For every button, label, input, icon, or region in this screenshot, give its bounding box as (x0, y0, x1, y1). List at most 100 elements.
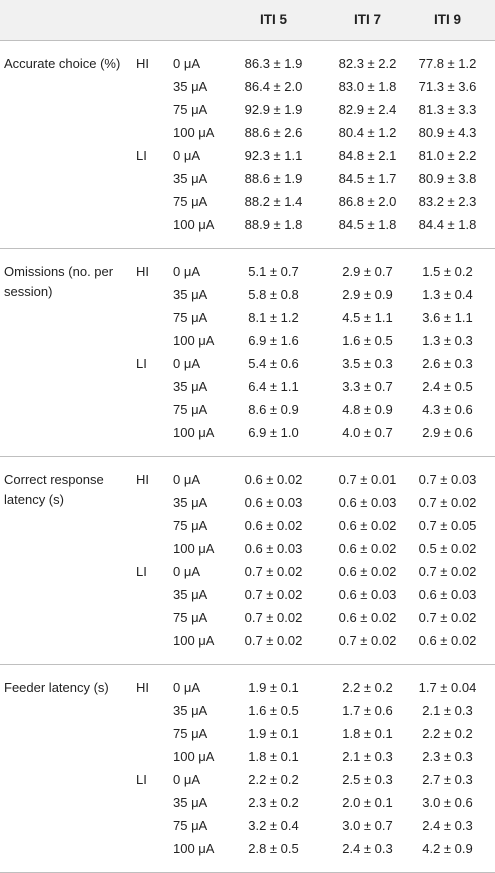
dose-cell: 75 μA (173, 310, 208, 325)
value-cell-iti-9: 80.9 ± 3.8 (418, 171, 477, 186)
group-label: LI (136, 148, 147, 163)
value-cell-iti-5: 88.6 ± 1.9 (244, 171, 303, 186)
dose-cell: 75 μA (173, 818, 208, 833)
value-cell-iti-7: 2.5 ± 0.3 (342, 772, 393, 787)
value-cell-iti-7: 4.8 ± 0.9 (342, 402, 393, 417)
value-cell-iti-7: 0.6 ± 0.02 (338, 610, 397, 625)
measure-label: Accurate choice (%) (4, 56, 121, 71)
table-row: 0 μA 2.2 ± 0.2 2.5 ± 0.3 2.7 ± 0.3 (0, 768, 495, 791)
dose-cell: 35 μA (173, 79, 208, 94)
value-cell-iti-9: 71.3 ± 3.6 (418, 79, 477, 94)
value-cell-iti-7: 0.6 ± 0.02 (338, 518, 397, 533)
value-cell-iti-5: 6.9 ± 1.6 (248, 333, 299, 348)
value-cell-iti-5: 5.1 ± 0.7 (248, 264, 299, 279)
value-cell-iti-7: 1.8 ± 0.1 (342, 726, 393, 741)
value-cell-iti-9: 1.5 ± 0.2 (422, 264, 473, 279)
table-row: 0 μA 92.3 ± 1.1 84.8 ± 2.1 81.0 ± 2.2 (0, 144, 495, 167)
value-cell-iti-9: 0.7 ± 0.02 (418, 564, 477, 579)
value-cell-iti-5: 2.3 ± 0.2 (248, 795, 299, 810)
value-cell-iti-9: 0.6 ± 0.02 (418, 633, 477, 648)
dose-cell: 75 μA (173, 402, 208, 417)
table-row: 35 μA 86.4 ± 2.0 83.0 ± 1.8 71.3 ± 3.6 (0, 75, 495, 98)
value-cell-iti-5: 0.7 ± 0.02 (244, 633, 303, 648)
value-cell-iti-5: 1.9 ± 0.1 (248, 726, 299, 741)
group-label: LI (136, 564, 147, 579)
value-cell-iti-5: 86.4 ± 2.0 (244, 79, 303, 94)
table-row: 0 μA 0.7 ± 0.02 0.6 ± 0.02 0.7 ± 0.02 (0, 560, 495, 583)
value-cell-iti-7: 0.6 ± 0.03 (338, 587, 397, 602)
value-cell-iti-9: 2.2 ± 0.2 (422, 726, 473, 741)
dose-cell: 35 μA (173, 587, 208, 602)
value-cell-iti-5: 0.6 ± 0.03 (244, 541, 303, 556)
value-cell-iti-7: 0.7 ± 0.01 (338, 472, 397, 487)
table-row: 75 μA 8.6 ± 0.9 4.8 ± 0.9 4.3 ± 0.6 (0, 398, 495, 421)
value-cell-iti-5: 92.3 ± 1.1 (244, 148, 303, 163)
table-row: 75 μA 0.7 ± 0.02 0.6 ± 0.02 0.7 ± 0.02 (0, 606, 495, 629)
value-cell-iti-5: 6.9 ± 1.0 (248, 425, 299, 440)
dose-cell: 100 μA (173, 841, 215, 856)
table-row: 75 μA 0.6 ± 0.02 0.6 ± 0.02 0.7 ± 0.05 (0, 514, 495, 537)
value-cell-iti-7: 4.5 ± 1.1 (342, 310, 393, 325)
value-cell-iti-9: 0.7 ± 0.02 (418, 610, 477, 625)
value-cell-iti-7: 82.9 ± 2.4 (338, 102, 397, 117)
table-row: 35 μA 88.6 ± 1.9 84.5 ± 1.7 80.9 ± 3.8 (0, 167, 495, 190)
dose-cell: 35 μA (173, 795, 208, 810)
value-cell-iti-9: 0.7 ± 0.05 (418, 518, 477, 533)
value-cell-iti-9: 0.7 ± 0.02 (418, 495, 477, 510)
table-row: 100 μA 6.9 ± 1.6 1.6 ± 0.5 1.3 ± 0.3 (0, 329, 495, 352)
value-cell-iti-9: 0.6 ± 0.03 (418, 587, 477, 602)
dose-cell: 75 μA (173, 194, 208, 209)
group-label: LI (136, 356, 147, 371)
table-row: 35 μA 6.4 ± 1.1 3.3 ± 0.7 2.4 ± 0.5 (0, 375, 495, 398)
dose-cell: 100 μA (173, 541, 215, 556)
dose-cell: 100 μA (173, 749, 215, 764)
value-cell-iti-9: 2.7 ± 0.3 (422, 772, 473, 787)
dose-cell: 100 μA (173, 217, 215, 232)
table-row: 100 μA 1.8 ± 0.1 2.1 ± 0.3 2.3 ± 0.3 (0, 745, 495, 768)
value-cell-iti-9: 1.7 ± 0.04 (418, 680, 477, 695)
value-cell-iti-5: 0.7 ± 0.02 (244, 610, 303, 625)
value-cell-iti-5: 5.4 ± 0.6 (248, 356, 299, 371)
value-cell-iti-9: 84.4 ± 1.8 (418, 217, 477, 232)
table-row: 100 μA 88.9 ± 1.8 84.5 ± 1.8 84.4 ± 1.8 (0, 213, 495, 236)
table-row: 100 μA 0.6 ± 0.03 0.6 ± 0.02 0.5 ± 0.02 (0, 537, 495, 560)
value-cell-iti-7: 84.5 ± 1.8 (338, 217, 397, 232)
table-row: 75 μA 1.9 ± 0.1 1.8 ± 0.1 2.2 ± 0.2 (0, 722, 495, 745)
value-cell-iti-9: 2.4 ± 0.5 (422, 379, 473, 394)
table-body: Accurate choice (%) HI 0 μA 86.3 ± 1.9 82.3 … (0, 41, 495, 873)
dose-cell: 100 μA (173, 633, 215, 648)
value-cell-iti-5: 0.7 ± 0.02 (244, 564, 303, 579)
table-section: Accurate choice (%) HI 0 μA 86.3 ± 1.9 82.3 … (0, 41, 495, 249)
dose-cell: 35 μA (173, 379, 208, 394)
value-cell-iti-7: 1.6 ± 0.5 (342, 333, 393, 348)
table-section: Correct response latency (s) HI 0 μA 0.6 ± … (0, 457, 495, 665)
value-cell-iti-7: 3.5 ± 0.3 (342, 356, 393, 371)
header-iti-5: ITI 5 (259, 12, 287, 27)
table-row: 35 μA 2.3 ± 0.2 2.0 ± 0.1 3.0 ± 0.6 (0, 791, 495, 814)
value-cell-iti-7: 0.6 ± 0.02 (338, 541, 397, 556)
dose-cell: 100 μA (173, 125, 215, 140)
value-cell-iti-5: 86.3 ± 1.9 (244, 56, 303, 71)
value-cell-iti-7: 2.9 ± 0.7 (342, 264, 393, 279)
table-row: 0 μA 5.4 ± 0.6 3.5 ± 0.3 2.6 ± 0.3 (0, 352, 495, 375)
value-cell-iti-5: 8.1 ± 1.2 (248, 310, 299, 325)
value-cell-iti-5: 5.8 ± 0.8 (248, 287, 299, 302)
value-cell-iti-7: 4.0 ± 0.7 (342, 425, 393, 440)
value-cell-iti-5: 88.2 ± 1.4 (244, 194, 303, 209)
value-cell-iti-5: 2.8 ± 0.5 (248, 841, 299, 856)
value-cell-iti-9: 3.6 ± 1.1 (422, 310, 473, 325)
value-cell-iti-7: 80.4 ± 1.2 (338, 125, 397, 140)
value-cell-iti-5: 92.9 ± 1.9 (244, 102, 303, 117)
value-cell-iti-5: 0.6 ± 0.03 (244, 495, 303, 510)
table-row: 75 μA 92.9 ± 1.9 82.9 ± 2.4 81.3 ± 3.3 (0, 98, 495, 121)
value-cell-iti-7: 2.1 ± 0.3 (342, 749, 393, 764)
dose-cell: 0 μA (173, 356, 201, 371)
value-cell-iti-5: 6.4 ± 1.1 (248, 379, 299, 394)
group-label: HI (136, 680, 149, 695)
dose-cell: 0 μA (173, 264, 201, 279)
table-row: 75 μA 88.2 ± 1.4 86.8 ± 2.0 83.2 ± 2.3 (0, 190, 495, 213)
value-cell-iti-7: 2.2 ± 0.2 (342, 680, 393, 695)
value-cell-iti-9: 80.9 ± 4.3 (418, 125, 477, 140)
value-cell-iti-9: 4.2 ± 0.9 (422, 841, 473, 856)
